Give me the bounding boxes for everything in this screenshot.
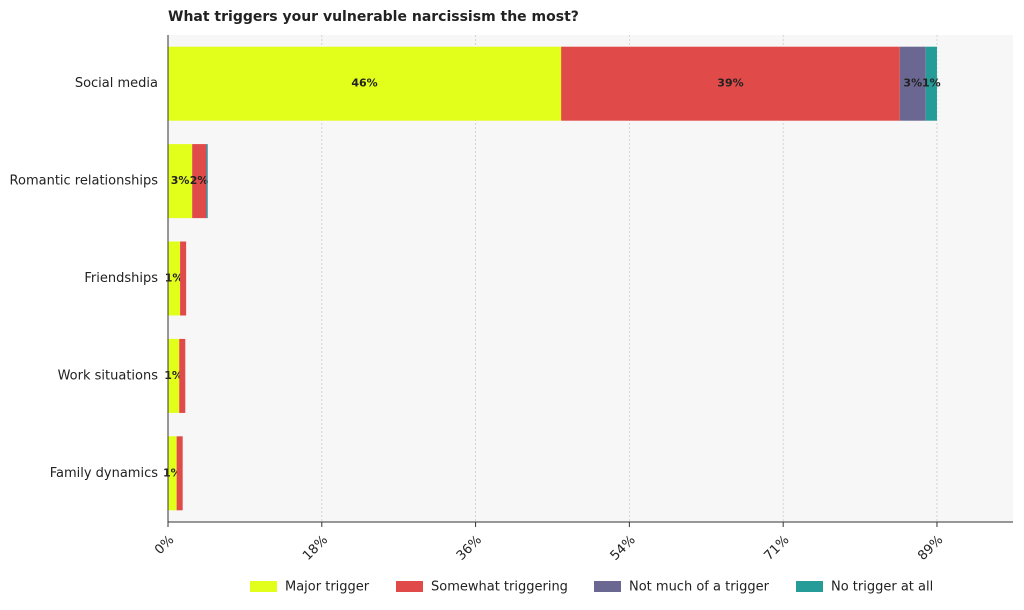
- data-label: 46%: [351, 77, 377, 90]
- bar-segment: [168, 338, 180, 413]
- bar-segment: [168, 241, 181, 316]
- bar-segment: [206, 144, 208, 219]
- legend-label: Not much of a trigger: [629, 580, 770, 595]
- x-tick-label: 54%: [608, 533, 639, 564]
- x-tick-label: 0%: [152, 533, 177, 558]
- chart-title: What triggers your vulnerable narcissism…: [168, 9, 579, 25]
- y-tick-label: Social media: [75, 76, 158, 91]
- legend-swatch: [796, 581, 823, 592]
- data-label: 1%: [165, 272, 184, 285]
- x-tick-label: 36%: [454, 533, 485, 564]
- legend-swatch: [396, 581, 423, 592]
- data-label: 39%: [717, 77, 743, 90]
- data-label: 1%: [164, 369, 183, 382]
- bar-segment: [179, 338, 186, 413]
- legend-label: Somewhat triggering: [431, 580, 568, 595]
- x-tick-label: 89%: [915, 533, 946, 564]
- bar-segment: [180, 241, 187, 316]
- legend-swatch: [250, 581, 277, 592]
- bar-segment: [168, 436, 177, 511]
- y-tick-label: Romantic relationships: [10, 174, 159, 189]
- data-label: 2%: [190, 174, 209, 187]
- legend-label: No trigger at all: [831, 580, 933, 595]
- bar-segment: [168, 144, 193, 219]
- y-tick-label: Friendships: [84, 271, 158, 286]
- bar-segment: [176, 436, 183, 511]
- legend-swatch: [594, 581, 621, 592]
- bar-segment: [925, 46, 937, 121]
- y-tick-label: Work situations: [58, 368, 159, 383]
- bar-segment: [168, 46, 562, 121]
- data-label: 3%: [903, 77, 922, 90]
- bar-segment: [561, 46, 900, 121]
- bar-segment: [899, 46, 926, 121]
- y-tick-label: Family dynamics: [50, 466, 159, 481]
- bar-segment: [206, 144, 207, 219]
- data-label: 1%: [922, 77, 941, 90]
- x-tick-label: 18%: [300, 533, 331, 564]
- data-label: 3%: [171, 174, 190, 187]
- legend-label: Major trigger: [285, 580, 370, 595]
- x-tick-label: 71%: [761, 533, 792, 564]
- bar-segment: [192, 144, 207, 219]
